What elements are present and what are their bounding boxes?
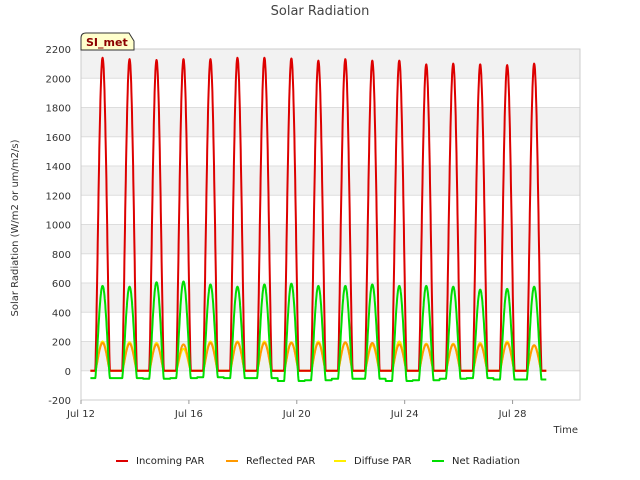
background-band	[81, 283, 580, 313]
y-tick-label: 1400	[46, 162, 71, 173]
series-line-incoming-par	[89, 56, 547, 372]
y-tick-label: 200	[52, 338, 71, 349]
background-band	[81, 253, 580, 283]
background-band	[81, 78, 580, 108]
series-line-net-radiation	[89, 280, 547, 382]
y-tick-label: -200	[48, 396, 71, 407]
plot-frame	[80, 48, 581, 401]
site-label-box: SI_met	[80, 32, 135, 51]
y-tick-label: 1800	[46, 104, 71, 115]
legend-label: Diffuse PAR	[354, 456, 411, 467]
x-tick-label: Jul 24	[390, 409, 419, 420]
y-tick-label: 1200	[46, 191, 71, 202]
y-tick-label: 1000	[46, 221, 71, 232]
background-band	[81, 195, 580, 225]
x-tick-label: Jul 28	[498, 409, 527, 420]
y-tick-label: 400	[52, 308, 71, 319]
background-bands	[81, 49, 580, 400]
x-axis-title: Time	[553, 425, 578, 436]
legend-label: Reflected PAR	[246, 456, 315, 467]
y-tick-label: 2000	[46, 74, 71, 85]
y-tick-label: 0	[65, 367, 71, 378]
background-band	[81, 312, 580, 342]
series-layer	[89, 56, 547, 382]
y-tick-label: 600	[52, 279, 71, 290]
y-tick-label: 2200	[46, 45, 71, 56]
legend-label: Incoming PAR	[136, 456, 205, 467]
background-band	[81, 370, 580, 400]
y-axis-title: Solar Radiation (W/m2 or um/m2/s)	[10, 139, 21, 316]
y-tick-label: 800	[52, 250, 71, 261]
background-band	[81, 136, 580, 166]
x-axis-ticks: Jul 12 Jul 16 Jul 20 Jul 24 Jul 28	[66, 400, 527, 420]
site-label: SI_met	[86, 36, 128, 49]
background-band	[81, 166, 580, 196]
y-tick-label: 1600	[46, 133, 71, 144]
legend-label: Net Radiation	[452, 456, 520, 467]
x-tick-label: Jul 12	[66, 409, 95, 420]
background-band	[81, 49, 580, 79]
background-band	[81, 107, 580, 137]
chart-title: Solar Radiation	[271, 4, 370, 19]
background-band	[81, 224, 580, 254]
legend: Incoming PAR Reflected PAR Diffuse PAR Net …	[116, 456, 520, 467]
x-tick-label: Jul 16	[174, 409, 203, 420]
y-axis-ticks: -200 0 200 400 600 800 1000 1200 1400 1600 1800 200…	[46, 45, 71, 407]
x-tick-label: Jul 20	[282, 409, 311, 420]
